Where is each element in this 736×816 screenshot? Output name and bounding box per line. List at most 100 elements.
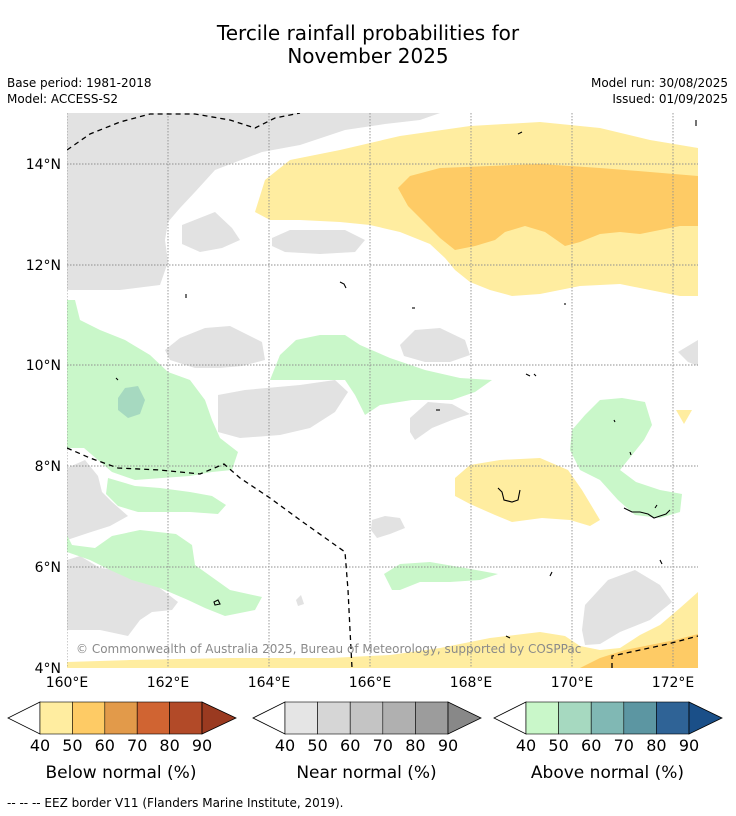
title-line-2: November 2025 <box>287 44 449 68</box>
colorbar-near-min-extension <box>252 701 286 735</box>
colorbar-near-segment <box>284 701 318 735</box>
island-14 <box>549 571 553 577</box>
lat-label-10n: 10°N <box>26 358 61 374</box>
island-8 <box>525 373 537 377</box>
colorbar-below-segment <box>104 701 138 735</box>
colorbar-below-tick-label: 50 <box>62 736 82 755</box>
near-normal-region-southeast <box>582 570 672 645</box>
eez-border-north <box>67 113 301 151</box>
map-panel: © Commonwealth of Australia 2025, Bureau… <box>67 113 698 668</box>
lat-label-12n: 12°N <box>26 258 61 274</box>
near-normal-regions <box>67 113 698 645</box>
below-normal-50-regions <box>398 164 698 668</box>
lat-label-8n: 8°N <box>35 459 61 475</box>
eez-border-west <box>67 447 353 668</box>
above-normal-40-regions <box>67 300 682 616</box>
colorbar-below-tick-label: 90 <box>192 736 212 755</box>
near-normal-region-far-east <box>678 340 698 366</box>
lon-label-166e: 166°E <box>349 675 392 691</box>
island-15 <box>659 559 663 565</box>
colorbar-above-title: Above normal (%) <box>531 763 684 783</box>
colorbar-below-title: Below normal (%) <box>46 763 197 783</box>
island-7 <box>115 377 119 381</box>
map-title: Tercile rainfall probabilities for Novem… <box>0 22 736 68</box>
colorbar-near-max-extension <box>447 701 482 735</box>
colorbar-below-tick-label: 70 <box>127 736 147 755</box>
island-1 <box>517 131 523 135</box>
island-11 <box>613 419 658 509</box>
colorbar-above-segment <box>558 701 592 735</box>
island-10 <box>497 487 521 503</box>
below-normal-region-far-east <box>676 410 692 424</box>
lat-label-14n: 14°N <box>26 157 61 173</box>
colorbar-below-segment <box>136 701 170 735</box>
graticule <box>67 113 698 668</box>
colorbar-below-segment <box>72 701 106 735</box>
colorbar-near-tick-label: 80 <box>405 736 425 755</box>
colorbar-near-tick-label: 70 <box>373 736 393 755</box>
colorbar-below: 40 50 60 70 80 90 Below normal (%) <box>7 701 237 783</box>
near-normal-region-dot <box>296 595 304 606</box>
footnote: -- -- -- EEZ border V11 (Flanders Marine… <box>7 796 344 810</box>
colorbar-above-tick-label: 40 <box>516 736 536 755</box>
above-normal-region-west <box>67 300 238 480</box>
colorbar-below-segment <box>169 701 203 735</box>
colorbar-near-segment <box>415 701 449 735</box>
lon-label-168e: 168°E <box>450 675 493 691</box>
colorbar-above-segment <box>623 701 657 735</box>
islands <box>115 120 697 639</box>
colorbar-above: 40 50 60 70 80 90 Above normal (%) <box>493 701 723 783</box>
below-normal-50-region-north <box>398 164 698 250</box>
below-normal-region-center <box>455 458 600 526</box>
below-normal-region-south <box>67 592 698 668</box>
colorbar-near-tick-label: 90 <box>438 736 458 755</box>
above-normal-region-west-lower-arm <box>106 478 226 514</box>
eez-border-south <box>611 635 698 668</box>
copyright-text: © Commonwealth of Australia 2025, Bureau… <box>76 642 581 656</box>
colorbar-near-title: Near normal (%) <box>296 763 436 783</box>
near-normal-region-west-lower <box>67 460 128 540</box>
title-line-1: Tercile rainfall probabilities for <box>216 21 520 45</box>
near-normal-region-north-center <box>272 230 365 254</box>
colorbar-above-max-extension <box>688 701 723 735</box>
above-normal-region-east <box>570 398 682 518</box>
colorbar-above-tick-label: 80 <box>646 736 666 755</box>
model-name: Model: ACCESS-S2 <box>7 92 119 106</box>
model-run: Model run: 30/08/2025 <box>590 76 728 90</box>
island-4 <box>339 281 347 289</box>
colorbar-above-tick-label: 50 <box>548 736 568 755</box>
lon-label-164e: 164°E <box>248 675 291 691</box>
colorbar-below-tick-label: 80 <box>159 736 179 755</box>
colorbar-below-min-extension <box>7 701 41 735</box>
meta-right: Model run: 30/08/2025 Issued: 01/09/2025 <box>591 75 728 107</box>
lon-label-160e: 160°E <box>46 675 89 691</box>
lon-label-172e: 172°E <box>652 675 695 691</box>
eez-borders <box>67 113 698 668</box>
colorbar-near-segment <box>382 701 416 735</box>
above-normal-region-center <box>270 335 492 415</box>
colorbars: 40 50 60 70 80 90 Below normal (%) 40 50 60 70 80 90… <box>7 701 723 783</box>
colorbar-above-tick-label: 60 <box>581 736 601 755</box>
lon-label-162e: 162°E <box>147 675 190 691</box>
island-16 <box>505 635 511 639</box>
lat-label-6n: 6°N <box>35 560 61 576</box>
latitude-labels: 14°N 12°N 10°N 8°N 6°N 4°N <box>26 157 61 677</box>
colorbar-near-tick-label: 60 <box>340 736 360 755</box>
colorbar-below-tick-label: 60 <box>95 736 115 755</box>
island-12 <box>623 507 671 519</box>
colorbar-above-tick-label: 90 <box>679 736 699 755</box>
near-normal-region-center-east <box>400 328 470 362</box>
near-normal-region-center-west <box>165 326 265 368</box>
longitude-labels: 160°E 162°E 164°E 166°E 168°E 170°E 172°… <box>46 675 695 691</box>
colorbar-above-min-extension <box>493 701 527 735</box>
lat-label-4n: 4°N <box>35 661 61 677</box>
colorbar-near-tick-label: 40 <box>275 736 295 755</box>
above-normal-50-region <box>118 386 145 418</box>
above-normal-region-south-center <box>384 562 498 590</box>
near-normal-region-west-mid <box>182 212 240 252</box>
near-normal-region-southwest <box>67 556 178 636</box>
colorbar-below-segment <box>39 701 73 735</box>
colorbar-near-tick-label: 50 <box>307 736 327 755</box>
colorbar-near-segment <box>317 701 351 735</box>
